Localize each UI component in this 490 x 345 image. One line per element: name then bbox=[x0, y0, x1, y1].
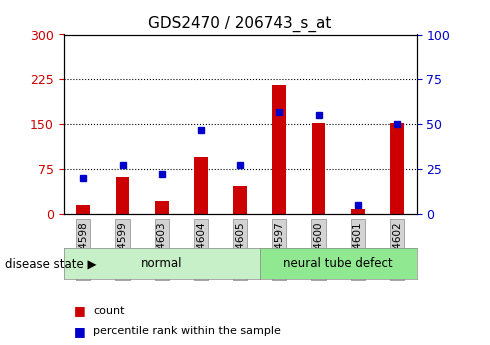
Text: count: count bbox=[93, 306, 124, 315]
Bar bbox=[155, 201, 169, 214]
Bar bbox=[272, 85, 286, 214]
Bar bbox=[233, 186, 247, 214]
Text: ■: ■ bbox=[74, 325, 85, 338]
Bar bbox=[76, 205, 90, 214]
Bar bbox=[312, 123, 325, 214]
Bar bbox=[194, 157, 208, 214]
Text: normal: normal bbox=[141, 257, 182, 270]
Bar bbox=[116, 177, 129, 214]
Text: neural tube defect: neural tube defect bbox=[283, 257, 393, 270]
Title: GDS2470 / 206743_s_at: GDS2470 / 206743_s_at bbox=[148, 16, 332, 32]
Text: ■: ■ bbox=[74, 304, 85, 317]
Text: disease state ▶: disease state ▶ bbox=[5, 257, 97, 270]
Bar bbox=[390, 123, 404, 214]
Text: percentile rank within the sample: percentile rank within the sample bbox=[93, 326, 281, 336]
Bar bbox=[351, 209, 365, 214]
